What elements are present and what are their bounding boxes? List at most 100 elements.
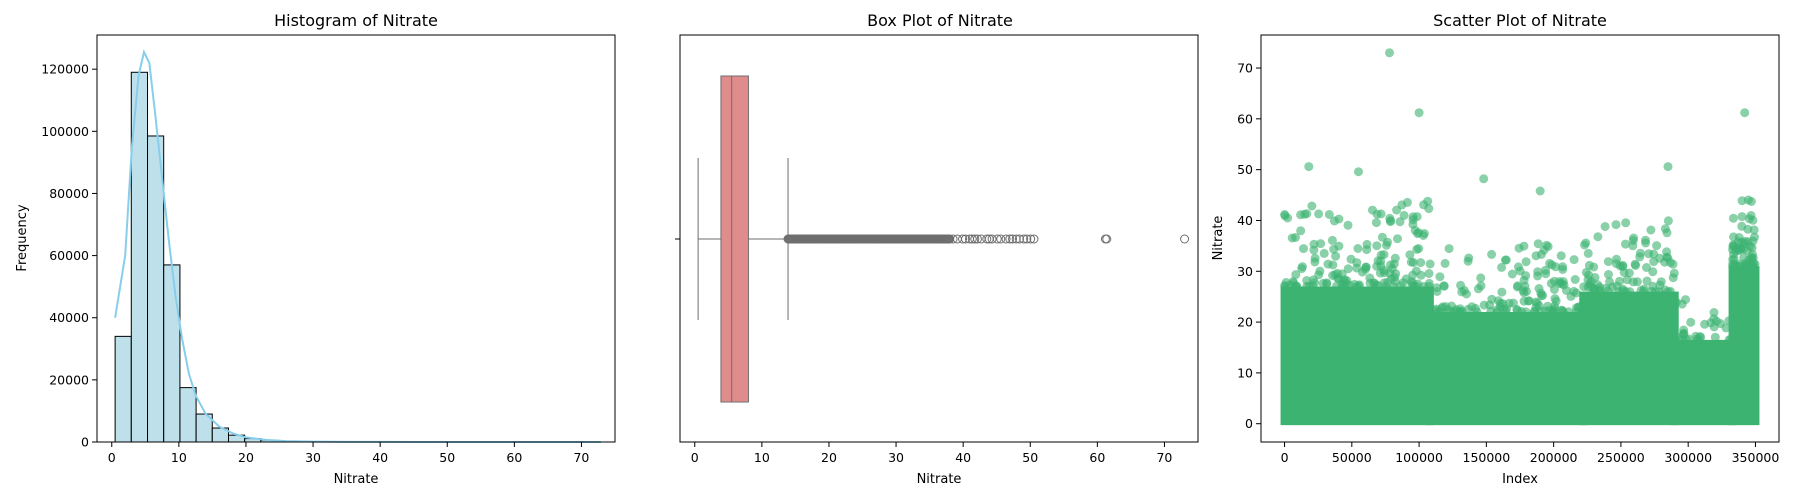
scatter-point: [1476, 273, 1485, 282]
scatter-point: [1329, 245, 1338, 254]
scatter-point: [1664, 162, 1673, 171]
scatter-point: [1711, 333, 1720, 342]
scatter-point: [1363, 240, 1372, 249]
scatter-point: [1536, 187, 1545, 196]
scatter-point: [1386, 216, 1395, 225]
scatter-point: [1515, 244, 1524, 253]
scatter-point: [1302, 209, 1311, 218]
scatter-point: [1354, 281, 1363, 290]
scatter-point: [1372, 218, 1381, 227]
scatter-point: [1393, 234, 1402, 243]
scatter-point: [1533, 267, 1542, 276]
scatter-point: [1366, 279, 1375, 288]
boxplot-x-tick-label: 10: [754, 450, 770, 465]
scatter-point: [1320, 249, 1329, 258]
scatter-point: [1657, 277, 1666, 286]
histogram-y-tick-label: 100000: [41, 124, 89, 139]
scatter-point: [1649, 250, 1658, 259]
scatter-point: [1738, 196, 1747, 205]
scatter-point: [1648, 267, 1657, 276]
scatter-x-tick-label: 250000: [1597, 450, 1645, 465]
scatter-point: [1633, 277, 1642, 286]
scatter-y-tick-label: 20: [1237, 315, 1253, 330]
scatter-point: [1686, 318, 1695, 327]
scatter-point: [1425, 282, 1434, 291]
scatter-point: [1584, 275, 1593, 284]
scatter-point: [1415, 108, 1424, 117]
histogram-y-tick-label: 20000: [49, 372, 89, 387]
histogram-y-tick-label: 120000: [41, 62, 89, 77]
scatter-point: [1291, 233, 1300, 242]
scatter-y-tick-label: 0: [1245, 416, 1253, 431]
histogram-x-tick-label: 40: [372, 450, 388, 465]
scatter-y-label: Nitrate: [1211, 216, 1226, 261]
scatter-point: [1664, 216, 1673, 225]
scatter-point: [1530, 307, 1539, 316]
scatter-point: [1520, 276, 1529, 285]
scatter-point: [1629, 236, 1638, 245]
scatter-point: [1315, 267, 1324, 276]
scatter-point: [1283, 214, 1292, 223]
histogram-y-tick-label: 60000: [49, 248, 89, 263]
scatter-point: [1540, 246, 1549, 255]
scatter-point: [1426, 260, 1435, 269]
scatter-y-tick-label: 30: [1237, 264, 1253, 279]
scatter-point: [1646, 226, 1655, 235]
scatter-x-tick-label: 200000: [1530, 450, 1578, 465]
scatter-point: [1438, 302, 1447, 311]
scatter-point: [1558, 262, 1567, 271]
boxplot-x-tick-label: 50: [1022, 450, 1038, 465]
scatter-point: [1571, 275, 1580, 284]
scatter-point: [1612, 255, 1621, 264]
scatter-point: [1311, 254, 1320, 263]
scatter-point: [1520, 297, 1529, 306]
scatter-point: [1407, 258, 1416, 267]
scatter-point: [1358, 268, 1367, 277]
scatter-point: [1522, 287, 1531, 296]
scatter-point: [1580, 241, 1589, 250]
scatter-dense-region: [1671, 340, 1737, 425]
scatter-point: [1575, 302, 1584, 311]
scatter-point: [1309, 246, 1318, 255]
scatter-point: [1391, 254, 1400, 263]
scatter-point: [1652, 241, 1661, 250]
histogram-title: Histogram of Nitrate: [274, 11, 438, 30]
scatter-point: [1497, 288, 1506, 297]
scatter-point: [1749, 237, 1758, 246]
histogram-bar: [148, 136, 164, 442]
scatter-point: [1738, 212, 1747, 221]
scatter-point: [1501, 256, 1510, 265]
boxplot-x-tick-label: 60: [1089, 450, 1105, 465]
histogram-x-tick-label: 20: [238, 450, 254, 465]
scatter-point: [1479, 174, 1488, 183]
histogram-x-tick-label: 60: [506, 450, 522, 465]
scatter-point: [1734, 246, 1743, 255]
scatter-point: [1740, 108, 1749, 117]
scatter-x-tick-label: 150000: [1463, 450, 1511, 465]
scatter-point: [1307, 202, 1316, 211]
scatter-point: [1322, 278, 1331, 287]
scatter-y-tick-label: 70: [1237, 61, 1253, 76]
scatter-point: [1664, 287, 1673, 296]
scatter-point: [1678, 300, 1687, 309]
histogram-y-tick-label: 80000: [49, 186, 89, 201]
scatter-point: [1747, 197, 1756, 206]
scatter-point: [1514, 262, 1523, 271]
scatter-point: [1408, 281, 1417, 290]
scatter-point: [1377, 251, 1386, 260]
scatter-point: [1433, 287, 1442, 296]
histogram-bar: [164, 265, 180, 442]
scatter-point: [1425, 269, 1434, 278]
scatter-point: [1522, 257, 1531, 266]
scatter-point: [1400, 211, 1409, 220]
scatter-point: [1456, 304, 1465, 313]
scatter-point: [1641, 236, 1650, 245]
scatter-point: [1338, 282, 1347, 291]
scatter-point: [1639, 287, 1648, 296]
scatter-point: [1545, 259, 1554, 268]
scatter-x-tick-label: 100000: [1395, 450, 1443, 465]
boxplot-x-tick-label: 0: [691, 450, 699, 465]
scatter-point: [1353, 244, 1362, 253]
scatter-point: [1643, 277, 1652, 286]
boxplot-x-label: Nitrate: [917, 472, 962, 487]
